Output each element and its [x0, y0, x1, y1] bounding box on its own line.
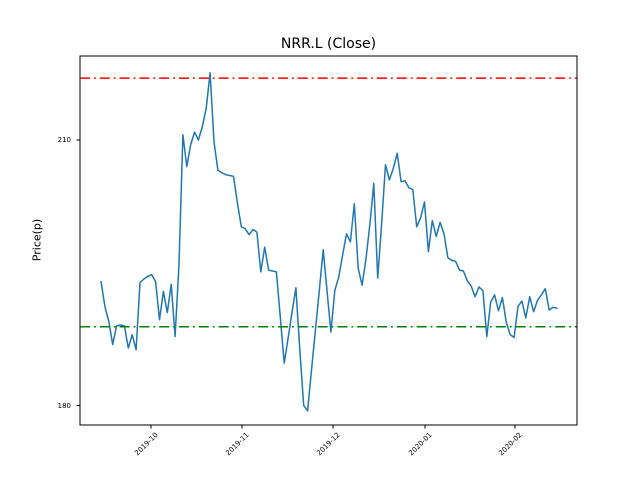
y-tick-label: 180 [57, 401, 71, 410]
plot-border [79, 55, 578, 426]
chart-title: NRR.L (Close) [280, 36, 377, 52]
price-line [100, 72, 558, 412]
y-tick-label: 210 [57, 136, 71, 145]
